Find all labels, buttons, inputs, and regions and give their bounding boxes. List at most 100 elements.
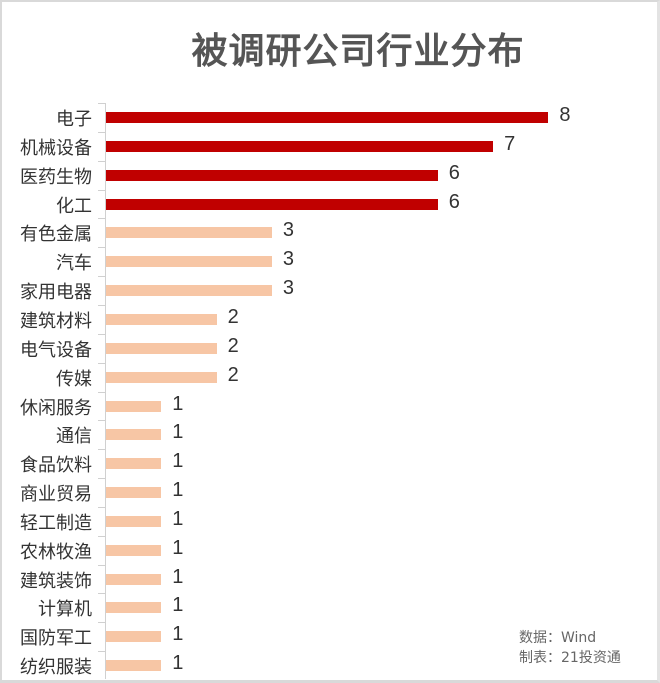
bar: [106, 487, 162, 499]
bar-row: 医药生物 6: [0, 160, 660, 190]
chart-title: 被调研公司行业分布: [191, 31, 525, 72]
value-label: 1: [172, 536, 184, 559]
category-label: 电子: [56, 109, 92, 130]
bar: [106, 112, 549, 123]
axis-tick: [98, 622, 105, 624]
category-label: 国防军工: [20, 628, 92, 650]
category-label: 休闲服务: [20, 397, 92, 419]
bar: [106, 660, 162, 672]
axis-tick: [98, 391, 105, 393]
bar: [106, 544, 162, 556]
bar: [106, 256, 272, 268]
category-label: 医药生物: [20, 166, 92, 188]
bar-row: 电子 8: [0, 103, 660, 132]
category-label: 传媒: [56, 368, 92, 390]
value-label: 1: [172, 392, 184, 415]
axis-tick: [98, 218, 105, 220]
bar-row: 纺织服装 1: [0, 651, 660, 680]
value-label: 2: [227, 334, 239, 357]
category-label: 家用电器: [20, 282, 92, 304]
bar: [106, 313, 217, 325]
axis-tick: [98, 304, 105, 306]
value-label: 8: [559, 104, 571, 126]
bar-row: 轻工制造 1: [0, 506, 660, 536]
category-label: 建筑装饰: [20, 570, 92, 592]
category-label: 通信: [56, 426, 92, 448]
value-label: 3: [282, 248, 295, 271]
value-label: 1: [172, 421, 184, 444]
axis-tick: [98, 362, 105, 364]
axis-tick: [98, 478, 105, 480]
category-label: 食品饮料: [20, 455, 92, 477]
bar-row: 化工 6: [0, 189, 660, 219]
value-label: 7: [504, 132, 516, 155]
value-label: 3: [282, 277, 295, 300]
bar-row: 传媒 2: [0, 362, 660, 392]
category-label: 电气设备: [20, 339, 92, 361]
axis-tick: [98, 449, 105, 451]
axis-tick: [98, 160, 105, 162]
bar-row: 电气设备 2: [0, 333, 660, 363]
made-by-text: 制表：21投资通: [519, 650, 621, 666]
bar-row: 汽车 3: [0, 247, 660, 276]
category-label: 有色金属: [20, 224, 92, 246]
bar: [106, 631, 162, 643]
value-label: 1: [172, 565, 184, 588]
bar: [106, 602, 162, 614]
bar-row: 农林牧渔 1: [0, 535, 660, 565]
category-label: 轻工制造: [20, 512, 92, 534]
category-label: 机械设备: [20, 137, 92, 159]
bar-row: 食品饮料 1: [0, 449, 660, 478]
bar: [106, 342, 217, 354]
value-label: 6: [448, 161, 460, 184]
source-note: 数据：Wind 制表：21投资通: [519, 628, 621, 668]
value-label: 3: [282, 219, 295, 242]
axis-tick: [98, 247, 105, 249]
category-label: 汽车: [56, 253, 92, 275]
value-label: 2: [227, 305, 239, 328]
category-label: 商业贸易: [20, 484, 92, 506]
bar: [106, 458, 162, 470]
bar: [106, 429, 162, 441]
bar: [106, 371, 217, 383]
category-label: 农林牧渔: [20, 541, 92, 563]
bar-row: 商业贸易 1: [0, 478, 660, 507]
axis-tick: [98, 189, 105, 191]
data-source-text: 数据：Wind: [519, 630, 597, 646]
bar: [106, 198, 438, 210]
category-label: 化工: [56, 195, 92, 217]
axis-tick: [98, 276, 105, 278]
bar-row: 通信 1: [0, 420, 660, 449]
bar: [106, 285, 272, 297]
axis-tick: [98, 535, 105, 537]
bar: [106, 169, 438, 181]
axis-tick: [98, 564, 105, 566]
axis-tick: [98, 131, 105, 133]
bar-row: 机械设备 7: [0, 131, 660, 161]
axis-tick: [98, 103, 105, 104]
bar-row: 计算机 1: [0, 593, 660, 622]
category-label: 建筑材料: [20, 310, 92, 332]
bar-row: 家用电器 3: [0, 276, 660, 305]
value-label: 1: [172, 479, 184, 502]
bar-row: 国防军工 1: [0, 622, 660, 651]
value-label: 1: [172, 652, 184, 675]
bar: [106, 573, 162, 585]
axis-tick: [98, 333, 105, 335]
value-label: 6: [448, 190, 460, 213]
value-label: 1: [172, 450, 184, 473]
axis-tick: [98, 651, 105, 653]
bar-row: 建筑材料 2: [0, 304, 660, 334]
value-label: 2: [227, 363, 239, 386]
bar: [106, 227, 272, 239]
bar: [106, 515, 162, 527]
category-label: 计算机: [38, 599, 92, 621]
value-label: 1: [172, 623, 184, 646]
value-label: 1: [172, 507, 184, 530]
category-label: 纺织服装: [20, 657, 92, 679]
bar-row: 休闲服务 1: [0, 391, 660, 421]
bar-row: 有色金属 3: [0, 218, 660, 247]
bar: [106, 140, 494, 152]
bar: [106, 400, 162, 412]
